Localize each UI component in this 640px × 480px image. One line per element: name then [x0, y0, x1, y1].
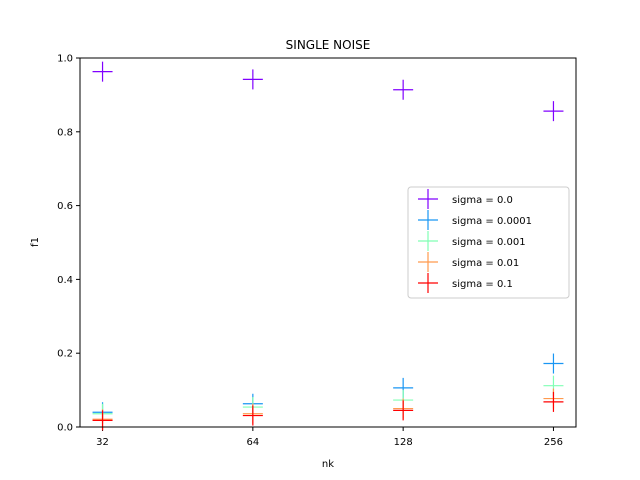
y-tick-label: 0.0	[57, 423, 73, 434]
data-point	[393, 79, 414, 100]
x-axis-label: nk	[322, 459, 334, 470]
legend-label: sigma = 0.001	[452, 237, 526, 248]
legend-entry: sigma = 0.0	[418, 189, 513, 209]
data-point	[393, 400, 414, 421]
plot-frame	[79, 57, 577, 428]
y-tick-label: 0.6	[57, 201, 73, 212]
legend-label: sigma = 0.0001	[452, 216, 532, 227]
x-tick-label: 256	[544, 437, 563, 448]
legend-label: sigma = 0.1	[452, 279, 513, 290]
data-points	[92, 61, 564, 431]
data-point	[242, 69, 263, 90]
y-tick-label: 0.8	[57, 127, 73, 138]
x-tick-label: 32	[96, 437, 109, 448]
y-axis-ticks: 0.0 0.2 0.4 0.6 0.8 1.0	[57, 54, 80, 434]
data-point	[242, 405, 263, 426]
legend: sigma = 0.0 sigma = 0.0001 sigma = 0.001 si…	[407, 186, 570, 299]
chart-title: SINGLE NOISE	[286, 38, 371, 52]
legend-entry: sigma = 0.01	[418, 252, 519, 272]
legend-entry: sigma = 0.0001	[418, 210, 532, 230]
data-point	[543, 391, 564, 412]
y-axis-label: f1	[30, 237, 41, 247]
y-tick-label: 0.4	[57, 275, 73, 286]
y-tick-label: 0.2	[57, 349, 73, 360]
y-tick-label: 1.0	[57, 54, 73, 65]
legend-entry: sigma = 0.001	[418, 231, 526, 251]
legend-box	[407, 186, 570, 299]
legend-label: sigma = 0.0	[452, 195, 513, 206]
data-point	[543, 353, 564, 374]
x-tick-label: 64	[246, 437, 259, 448]
data-point	[92, 61, 113, 82]
legend-entry: sigma = 0.1	[418, 273, 513, 293]
x-tick-label: 128	[394, 437, 413, 448]
legend-label: sigma = 0.01	[452, 258, 519, 269]
data-point	[543, 101, 564, 122]
